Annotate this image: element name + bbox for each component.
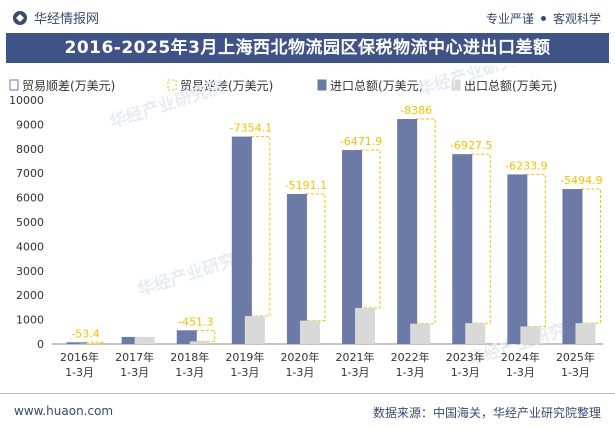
- x-tick-label: 2024年: [501, 350, 540, 364]
- x-tick-label: 2020年: [280, 350, 319, 364]
- export-bar: [520, 327, 540, 344]
- x-tick-label: 2025年: [556, 350, 595, 364]
- footer: www.huaon.com 数据来源：中国海关，华经产业研究院整理: [0, 393, 615, 428]
- legend-label-2: 进口总额(万美元): [330, 79, 423, 93]
- logo: 华经情报网: [12, 8, 99, 27]
- legend-swatch-1: [168, 80, 176, 90]
- x-tick-label: 1-3月: [120, 366, 149, 379]
- import-bar: [452, 154, 472, 344]
- deficit-box: [526, 174, 545, 326]
- deficit-box: [251, 137, 270, 316]
- export-bar: [465, 323, 485, 344]
- y-tick-label: 9000: [16, 118, 44, 131]
- footer-source: 数据来源：中国海关，华经产业研究院整理: [373, 404, 601, 421]
- data-label: -6471.9: [340, 135, 382, 148]
- data-label: -7354.1: [230, 122, 272, 135]
- x-tick-label: 1-3月: [561, 366, 590, 379]
- deficit-box: [306, 194, 325, 321]
- legend-swatch-0: [10, 80, 18, 90]
- y-tick-label: 5000: [16, 216, 44, 229]
- y-tick-label: 10000: [9, 94, 44, 107]
- y-tick-label: 2000: [16, 289, 44, 302]
- data-label: -6233.9: [505, 159, 547, 172]
- x-tick-label: 2016年: [60, 350, 99, 364]
- data-label: -5191.1: [285, 179, 327, 192]
- data-label: -8386: [400, 104, 432, 117]
- import-bar: [397, 119, 417, 344]
- chart-svg: 贸易顺差(万美元)贸易逆差(万美元)进口总额(万美元)出口总额(万美元)0100…: [0, 66, 615, 386]
- y-tick-label: 8000: [16, 143, 44, 156]
- import-bar: [507, 174, 527, 344]
- x-tick-label: 1-3月: [285, 366, 314, 379]
- data-label: -5494.9: [560, 174, 602, 187]
- tagline-1: 专业严谨: [486, 10, 534, 27]
- deficit-box: [471, 154, 490, 323]
- title-bar: 2016-2025年3月上海西北物流园区保税物流中心进出口差额: [6, 33, 609, 63]
- import-bar: [562, 189, 582, 344]
- x-tick-label: 2021年: [336, 350, 375, 364]
- x-tick-label: 1-3月: [65, 366, 94, 379]
- data-label: -53.4: [71, 327, 99, 340]
- data-label: -6927.5: [450, 139, 492, 152]
- tagline: 专业严谨 客观科学: [486, 10, 601, 27]
- export-bar: [190, 341, 210, 344]
- x-tick-label: 2018年: [170, 350, 209, 364]
- y-tick-label: 1000: [16, 314, 44, 327]
- dot-separator-icon: [541, 16, 546, 21]
- x-tick-label: 1-3月: [175, 366, 204, 379]
- export-bar: [575, 323, 595, 344]
- x-tick-label: 1-3月: [451, 366, 480, 379]
- chart-title: 2016-2025年3月上海西北物流园区保税物流中心进出口差额: [6, 33, 609, 63]
- export-bar: [300, 321, 320, 344]
- legend-label-0: 贸易顺差(万美元): [22, 79, 115, 93]
- y-tick-label: 7000: [16, 167, 44, 180]
- top-bar: 华经情报网 专业严谨 客观科学: [0, 0, 615, 33]
- export-bar: [245, 316, 265, 344]
- deficit-box: [416, 119, 435, 324]
- x-tick-label: 1-3月: [506, 366, 535, 379]
- legend-swatch-2: [318, 80, 326, 90]
- import-bar: [232, 137, 252, 344]
- y-tick-label: 6000: [16, 192, 44, 205]
- x-tick-label: 1-3月: [230, 366, 259, 379]
- x-tick-label: 2022年: [391, 350, 430, 364]
- watermark-text: 华经产业研究院: [107, 76, 227, 133]
- export-bar: [135, 337, 155, 344]
- x-tick-label: 1-3月: [341, 366, 370, 379]
- deficit-box: [361, 150, 380, 308]
- deficit-box: [196, 330, 215, 341]
- x-tick-label: 2019年: [225, 350, 264, 364]
- x-tick-label: 2017年: [115, 350, 154, 364]
- site-name: 华经情报网: [34, 8, 99, 27]
- tagline-2: 客观科学: [553, 10, 601, 27]
- data-label: -451.3: [178, 315, 213, 328]
- deficit-box: [581, 189, 600, 323]
- x-tick-label: 1-3月: [396, 366, 425, 379]
- export-bar: [410, 324, 430, 344]
- logo-icon: [12, 10, 28, 26]
- y-tick-label: 3000: [16, 265, 44, 278]
- export-bar: [355, 308, 375, 344]
- y-tick-label: 4000: [16, 240, 44, 253]
- x-tick-label: 2023年: [446, 350, 485, 364]
- y-tick-label: 0: [37, 338, 44, 351]
- deficit-box: [86, 342, 105, 343]
- footer-url[interactable]: www.huaon.com: [14, 404, 113, 418]
